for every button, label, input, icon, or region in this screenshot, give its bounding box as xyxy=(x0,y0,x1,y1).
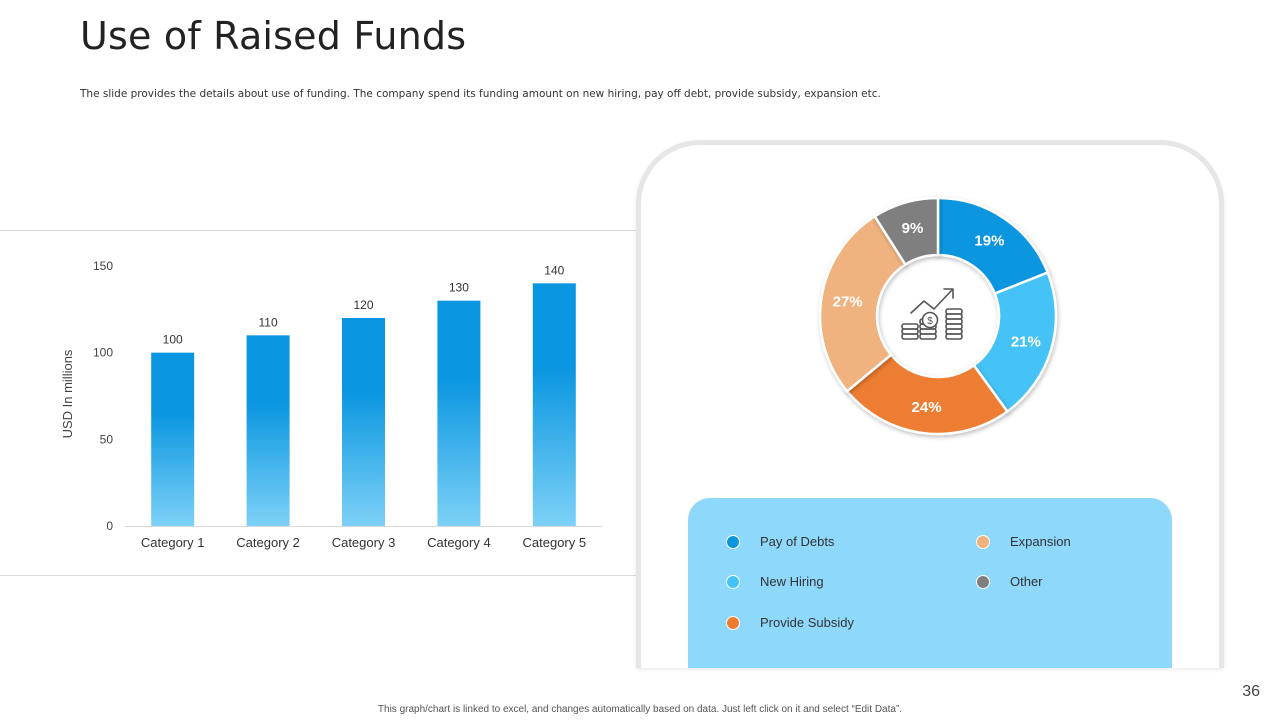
dollar-icon: $ xyxy=(927,316,933,327)
bar-data-label: 130 xyxy=(449,281,469,295)
page-number: 36 xyxy=(1242,683,1260,700)
legend-label: Expansion xyxy=(1010,534,1071,549)
donut-slice-label: 21% xyxy=(1011,334,1041,351)
y-tick-label: 150 xyxy=(93,259,113,273)
legend-label: Pay of Debts xyxy=(760,534,835,549)
x-tick-label: Category 5 xyxy=(523,535,587,550)
bar-data-label: 120 xyxy=(353,298,373,312)
legend-dot xyxy=(976,534,990,549)
y-tick-label: 100 xyxy=(93,346,113,360)
donut-slice-label: 27% xyxy=(833,294,863,311)
donut-legend: Pay of Debts New Hiring Provide Subsidy … xyxy=(688,498,1172,668)
donut-slice[interactable] xyxy=(818,214,908,393)
x-tick-label: Category 1 xyxy=(141,535,205,550)
bar-data-label: 100 xyxy=(163,333,183,347)
legend-label: Provide Subsidy xyxy=(760,615,854,630)
donut-slice[interactable] xyxy=(873,196,940,267)
bar-data-label: 110 xyxy=(259,315,278,329)
y-axis-title: USD In millions xyxy=(60,349,75,438)
legend-item-other: Other xyxy=(976,574,1043,589)
legend-dot xyxy=(726,534,740,549)
bar[interactable] xyxy=(342,318,385,526)
bar[interactable] xyxy=(151,352,195,526)
legend-label: Other xyxy=(1010,574,1043,589)
donut-slice[interactable] xyxy=(845,353,1010,436)
donut-slice-label: 19% xyxy=(974,232,1004,249)
legend-item-new-hiring: New Hiring xyxy=(726,574,824,589)
legend-item-expansion: Expansion xyxy=(976,534,1071,549)
donut-chart[interactable]: 19% 21% 24% 27% 9% $ xyxy=(641,145,1229,673)
legend-dot xyxy=(726,574,740,589)
x-tick-label: Category 2 xyxy=(236,535,300,550)
legend-dot xyxy=(726,615,740,630)
x-tick-label: Category 4 xyxy=(427,535,491,550)
x-tick-label: Category 3 xyxy=(332,535,396,550)
bar[interactable] xyxy=(437,300,481,526)
bar-data-label: 140 xyxy=(544,263,564,277)
donut-slice[interactable] xyxy=(972,270,1058,414)
bar-chart[interactable]: USD In millions 0 50 100 150 100 Category 1 110… xyxy=(0,231,640,577)
legend-dot xyxy=(976,574,990,589)
bar[interactable] xyxy=(246,335,290,526)
legend-item-provide-subsidy: Provide Subsidy xyxy=(726,615,854,630)
donut-slice-label: 24% xyxy=(912,399,942,416)
bar-chart-panel[interactable]: USD In millions 0 50 100 150 100 Category 1 110… xyxy=(0,230,640,576)
legend-item-pay-of-debts: Pay of Debts xyxy=(726,534,834,549)
bar[interactable] xyxy=(532,283,576,526)
y-tick-label: 50 xyxy=(100,432,114,446)
y-tick-label: 0 xyxy=(106,519,113,533)
footer-note: This graph/chart is linked to excel, and… xyxy=(377,704,903,715)
donut-chart-card: 19% 21% 24% 27% 9% $ xyxy=(636,140,1224,668)
slide-title: Use of Raised Funds xyxy=(80,14,467,58)
legend-label: New Hiring xyxy=(760,574,824,589)
donut-slice-label: 9% xyxy=(902,220,924,237)
slide-subtitle: The slide provides the details about use… xyxy=(80,88,881,100)
money-growth-icon: $ xyxy=(901,288,963,340)
